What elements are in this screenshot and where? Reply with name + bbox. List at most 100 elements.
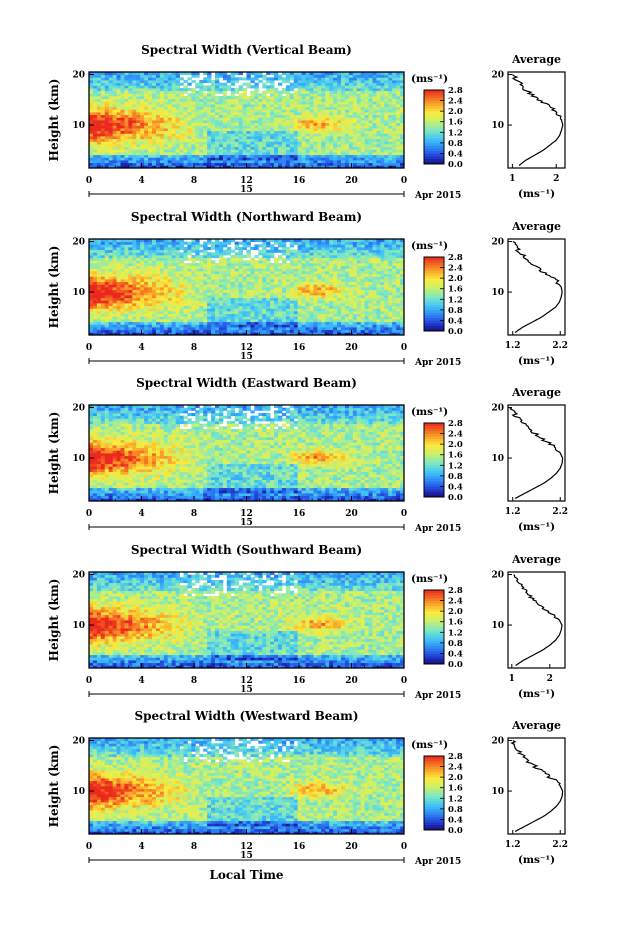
heatmap-cell bbox=[215, 104, 220, 108]
heatmap-cell bbox=[305, 281, 310, 285]
heatmap-cell bbox=[218, 300, 224, 304]
heatmap-cell bbox=[183, 114, 188, 118]
heatmap-cell bbox=[242, 144, 247, 148]
heatmap-cell bbox=[140, 271, 145, 275]
heatmap-cell bbox=[136, 138, 141, 142]
heatmap-cell bbox=[215, 305, 220, 309]
heatmap-cell bbox=[171, 109, 177, 113]
heatmap-cell bbox=[136, 80, 141, 84]
heatmap-cell bbox=[92, 106, 98, 110]
heatmap-cell bbox=[281, 295, 287, 299]
heatmap-cell bbox=[140, 154, 145, 158]
heatmap-cell bbox=[278, 104, 283, 108]
heatmap-cell bbox=[305, 324, 310, 328]
heatmap-cell bbox=[96, 252, 102, 256]
heatmap-cell bbox=[234, 303, 240, 307]
heatmap-cell bbox=[348, 77, 354, 81]
colorbar-swatch bbox=[424, 145, 444, 149]
heatmap-cell bbox=[238, 268, 243, 272]
heatmap-cell bbox=[195, 162, 200, 166]
heatmap-cell bbox=[281, 136, 287, 140]
heatmap-cell bbox=[250, 257, 255, 261]
heatmap-cell bbox=[144, 289, 149, 293]
heatmap-cell bbox=[246, 96, 251, 100]
heatmap-cell bbox=[305, 120, 310, 124]
heatmap-cell bbox=[175, 104, 180, 108]
heatmap-cell bbox=[171, 287, 177, 291]
heatmap-cell bbox=[352, 82, 358, 86]
heatmap-cell bbox=[183, 249, 188, 253]
heatmap-cell bbox=[400, 104, 405, 108]
heatmap-cell bbox=[100, 316, 106, 320]
heatmap-cell bbox=[152, 321, 157, 325]
heatmap-cell bbox=[203, 104, 208, 108]
heatmap-cell bbox=[226, 252, 232, 256]
heatmap-cell bbox=[384, 130, 389, 134]
heatmap-cell bbox=[207, 85, 212, 89]
heatmap-cell bbox=[183, 332, 188, 336]
heatmap-cell bbox=[384, 141, 389, 145]
heatmap-cell bbox=[128, 244, 133, 248]
heatmap-cell bbox=[116, 284, 121, 288]
heatmap-cell bbox=[167, 106, 173, 110]
heatmap-cell bbox=[344, 152, 350, 156]
heatmap-cell bbox=[309, 130, 314, 134]
heatmap-cell bbox=[211, 279, 216, 283]
heatmap-cell bbox=[293, 255, 299, 259]
heatmap-cell bbox=[301, 138, 306, 142]
heatmap-cell bbox=[96, 101, 102, 105]
heatmap-cell bbox=[356, 96, 362, 100]
heatmap-cell bbox=[384, 154, 389, 158]
heatmap-cell bbox=[226, 332, 232, 336]
heatmap-cell bbox=[92, 104, 98, 108]
heatmap-cell bbox=[250, 152, 255, 156]
heatmap-cell bbox=[199, 324, 204, 328]
heatmap-cell bbox=[352, 114, 358, 118]
heatmap-cell bbox=[250, 265, 255, 269]
heatmap-cell bbox=[250, 72, 255, 76]
heatmap-cell bbox=[242, 162, 247, 166]
heatmap-cell bbox=[195, 98, 200, 102]
heatmap-cell bbox=[179, 117, 184, 121]
heatmap-cell bbox=[364, 112, 369, 116]
heatmap-cell bbox=[301, 311, 306, 315]
heatmap-cell bbox=[108, 305, 114, 309]
heatmap-cell bbox=[234, 146, 240, 150]
heatmap-cell bbox=[136, 319, 141, 323]
heatmap-cell bbox=[211, 260, 216, 264]
heatmap-cell bbox=[159, 260, 165, 264]
heatmap-cell bbox=[144, 160, 149, 164]
heatmap-cell bbox=[234, 247, 240, 251]
heatmap-cell bbox=[309, 316, 314, 320]
heatmap-cell bbox=[144, 273, 149, 277]
heatmap-cell bbox=[266, 295, 271, 299]
heatmap-cell bbox=[136, 101, 141, 105]
heatmap-cell bbox=[297, 146, 303, 150]
heatmap-cell bbox=[136, 98, 141, 102]
heatmap-cell bbox=[136, 239, 141, 243]
heatmap-cell bbox=[96, 149, 102, 153]
heatmap-cell bbox=[155, 332, 161, 336]
heatmap-cell bbox=[341, 133, 346, 137]
heatmap-cell bbox=[258, 252, 263, 256]
heatmap-cell bbox=[191, 125, 196, 129]
heatmap-cell bbox=[218, 265, 224, 269]
heatmap-cell bbox=[266, 128, 271, 132]
heatmap-cell bbox=[270, 98, 275, 102]
heatmap-cell bbox=[313, 276, 318, 280]
heatmap-cell bbox=[242, 308, 247, 312]
heatmap-cell bbox=[112, 284, 117, 288]
heatmap-cell bbox=[211, 144, 216, 148]
heatmap-cell bbox=[199, 101, 204, 105]
heatmap-cell bbox=[348, 157, 354, 161]
heatmap-cell bbox=[313, 125, 318, 129]
heatmap-cell bbox=[187, 146, 192, 150]
heatmap-cell bbox=[167, 141, 173, 145]
heatmap-cell bbox=[305, 106, 310, 110]
heatmap-cell bbox=[396, 154, 401, 158]
heatmap-cell bbox=[301, 313, 306, 317]
heatmap-cell bbox=[226, 114, 232, 118]
heatmap-cell bbox=[155, 125, 161, 129]
heatmap-cell bbox=[89, 292, 94, 296]
heatmap-cell bbox=[258, 295, 263, 299]
